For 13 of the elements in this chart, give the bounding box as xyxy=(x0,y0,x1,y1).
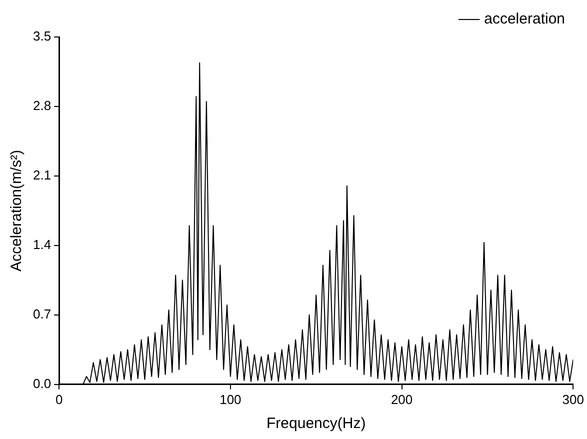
x-tick-label: 0 xyxy=(55,392,63,407)
y-tick-label: 3.5 xyxy=(32,28,52,44)
x-axis-title: Frequency(Hz) xyxy=(266,415,366,432)
y-axis-title: Acceleration(m/s²) xyxy=(8,150,26,272)
x-tick-label: 300 xyxy=(562,392,584,407)
y-tick-label: 1.4 xyxy=(32,237,52,252)
y-tick-label: 0.0 xyxy=(32,376,52,391)
legend-label: acceleration xyxy=(484,10,566,28)
x-tick-label: 200 xyxy=(390,392,413,407)
y-tick-label: 2.1 xyxy=(32,168,52,183)
y-tick-label: 2.8 xyxy=(32,98,52,114)
y-tick-label: 0.7 xyxy=(32,306,52,322)
x-tick-label: 100 xyxy=(220,392,242,407)
